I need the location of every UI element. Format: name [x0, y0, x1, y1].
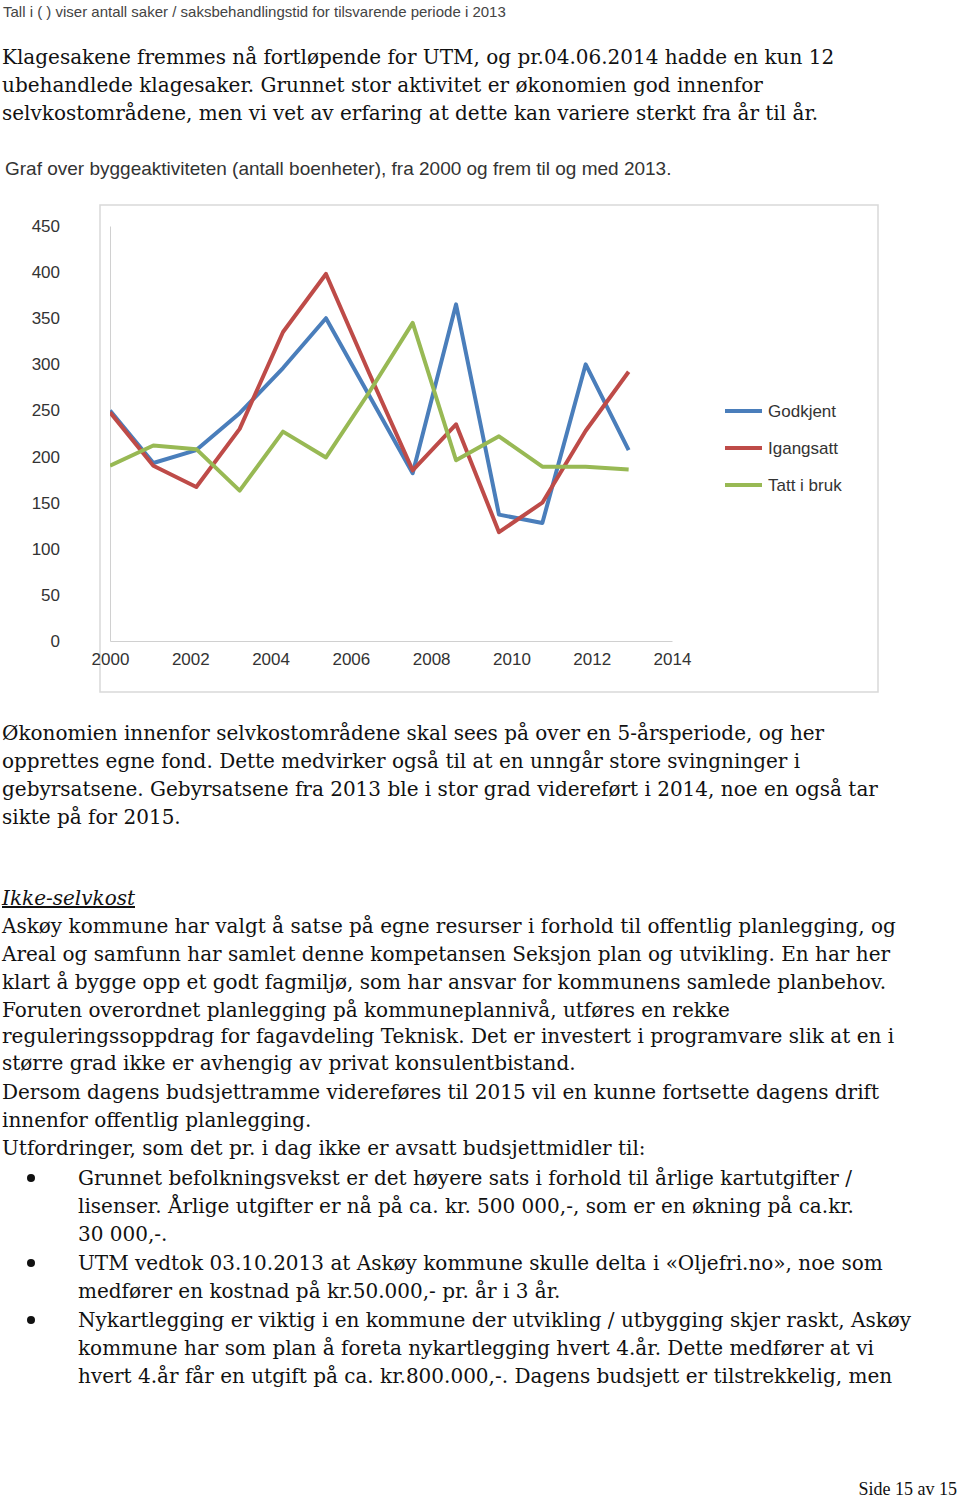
- bullet: [27, 1259, 35, 1267]
- text-line: Klagesakene fremmes nå fortløpende for U…: [2, 45, 834, 69]
- text-line: kommune har som plan å foreta nykartlegg…: [78, 1336, 874, 1360]
- tick-label: 200: [32, 447, 60, 466]
- tick-label: 400: [32, 263, 60, 282]
- text-line: Askøy kommune har valgt å satse på egne …: [1, 914, 896, 938]
- page-footer: Side 15 av 15: [859, 1479, 958, 1497]
- tick: 300: [32, 355, 72, 374]
- page: Tall i ( ) viser antall saker / saksbeha…: [0, 0, 960, 1497]
- text-line: lisenser. Årlige utgifter er nå på ca. k…: [78, 1193, 854, 1218]
- text-line: UTM vedtok 03.10.2013 at Askøy kommune s…: [78, 1251, 883, 1275]
- tick: 100: [32, 540, 72, 559]
- text-line: selvkostområdene, men vi vet av erfaring…: [2, 101, 818, 125]
- chart-frame: [100, 205, 878, 692]
- tick: 200: [32, 447, 72, 466]
- tick: 2010: [493, 641, 531, 669]
- text-line: gebyrsatsene. Gebyrsatsene fra 2013 ble …: [2, 777, 878, 801]
- tick-label: 0: [51, 632, 60, 651]
- text-line: ubehandlede klagesaker. Grunnet stor akt…: [2, 73, 763, 97]
- bullet: [27, 1316, 35, 1324]
- text-line: større grad ikke er avhengig av privat k…: [2, 1051, 576, 1075]
- plot-area: [110, 274, 629, 532]
- tick: 350: [32, 309, 72, 328]
- tick-label: 450: [32, 217, 60, 236]
- text-line: sikte på for 2015.: [2, 805, 181, 829]
- tick-label: 2014: [654, 650, 692, 669]
- tick-label: 150: [32, 494, 60, 513]
- series-line: [110, 274, 629, 532]
- text-line: klart å bygge opp et godt fagmiljø, som …: [2, 970, 886, 994]
- text-line: Nykartlegging er viktig i en kommune der…: [78, 1308, 912, 1332]
- legend-label: Godkjent: [768, 402, 836, 421]
- tick-label: 100: [32, 540, 60, 559]
- tick: 250: [32, 401, 72, 420]
- tick: 2002: [172, 641, 210, 669]
- tick: 2012: [573, 641, 611, 669]
- tick: 2000: [92, 641, 130, 669]
- tick-label: 2004: [252, 650, 290, 669]
- text-line: medfører en kostnad på kr.50.000,- pr. å…: [78, 1279, 560, 1303]
- tick-label: 300: [32, 355, 60, 374]
- bullet: [27, 1174, 35, 1182]
- chart-title: Graf over byggeaktiviteten (antall boenh…: [5, 158, 671, 179]
- tick: 0: [51, 632, 72, 651]
- tick: 400: [32, 263, 72, 282]
- legend-swatch: [725, 446, 762, 450]
- tick-label: 2002: [172, 650, 210, 669]
- y-axis: 0 50 100 150 200 250 300 350 400 450: [32, 217, 111, 651]
- text-line: Dersom dagens budsjettramme videreføres …: [2, 1080, 879, 1104]
- legend-swatch: [725, 409, 762, 413]
- text-line: Areal og samfunn har samlet denne kompet…: [1, 942, 890, 966]
- page-header: Tall i ( ) viser antall saker / saksbeha…: [3, 3, 506, 20]
- tick-label: 2008: [413, 650, 451, 669]
- tick: 2006: [332, 641, 370, 669]
- text-line: reguleringssoppdrag for fagavdeling Tekn…: [2, 1024, 894, 1048]
- axis-line: [110, 227, 111, 642]
- text-line: hvert 4.år får en utgift på ca. kr.800.0…: [78, 1364, 892, 1388]
- text-line: innenfor offentlig planlegging.: [2, 1108, 311, 1132]
- text-line: Foruten overordnet planlegging på kommun…: [2, 998, 730, 1022]
- tick-label: 2006: [332, 650, 370, 669]
- text-line: Utfordringer, som det pr. i dag ikke er …: [2, 1136, 646, 1160]
- axis-line: [111, 641, 673, 642]
- series-line: [110, 323, 629, 491]
- tick-label: 350: [32, 309, 60, 328]
- tick: 2008: [413, 641, 451, 669]
- text-line: Økonomien innenfor selvkostområdene skal…: [2, 721, 825, 745]
- tick-label: 2000: [92, 650, 130, 669]
- legend-swatch: [725, 483, 762, 487]
- legend-label: Igangsatt: [768, 439, 838, 458]
- text-line: opprettes egne fond. Dette medvirker ogs…: [2, 749, 800, 773]
- text-line: Grunnet befolkningsvekst er det høyere s…: [78, 1166, 852, 1190]
- legend-label: Tatt i bruk: [768, 476, 842, 495]
- text-line: 30 000,-.: [78, 1222, 167, 1246]
- tick: 450: [32, 217, 72, 236]
- tick: 2014: [654, 641, 692, 669]
- tick: 50: [41, 586, 72, 605]
- tick-label: 50: [41, 586, 60, 605]
- tick: 2004: [252, 641, 290, 669]
- tick-label: 2012: [573, 650, 611, 669]
- tick-label: 250: [32, 401, 60, 420]
- x-axis: 2000 2002 2004 2006 2008 2010 2012 2014: [92, 641, 692, 669]
- tick-label: 2010: [493, 650, 531, 669]
- tick: 150: [32, 494, 72, 513]
- legend: Godkjent Igangsatt Tatt i bruk: [725, 402, 842, 495]
- section-heading: Ikke-selvkost: [1, 886, 136, 910]
